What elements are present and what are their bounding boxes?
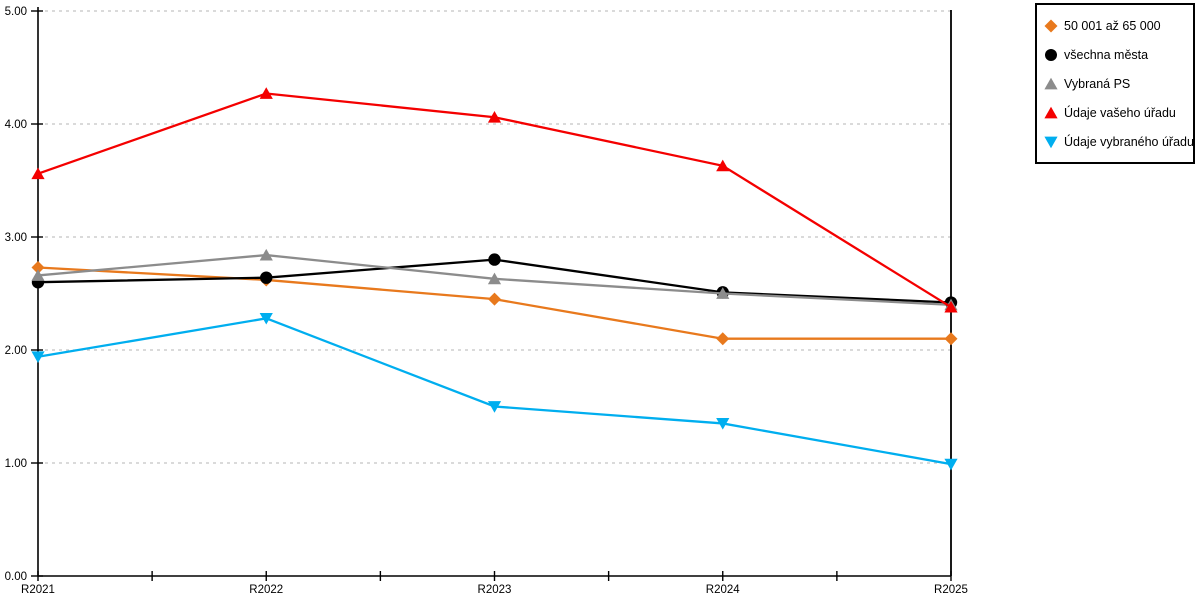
diamond-marker-icon: [1044, 19, 1058, 32]
y-tick-label: 5.00: [5, 6, 27, 18]
chart-legend: 50 001 až 65 000 všechna města Vybraná P…: [1035, 3, 1195, 164]
series-line: [37, 317, 952, 466]
triangle-down-marker-icon: [1044, 136, 1058, 148]
y-tick-label: 1.00: [5, 458, 27, 470]
y-tick-label: 0.00: [5, 571, 27, 583]
data-point-marker: [487, 401, 502, 413]
x-tick-label: R2024: [706, 584, 740, 596]
data-point-marker: [716, 287, 730, 299]
triangle-up-glyph: [1044, 77, 1058, 89]
x-tick-label: R2025: [934, 584, 968, 596]
circle-marker-icon: [1045, 48, 1057, 61]
data-point-marker: [31, 351, 45, 363]
legend-label: Vybraná PS: [1064, 76, 1131, 91]
diamond-glyph: [1044, 19, 1058, 32]
data-point-marker: [31, 167, 45, 180]
data-point-marker: [944, 332, 958, 346]
y-tick-label: 3.00: [5, 232, 27, 244]
legend-item: Vybraná PS: [1044, 69, 1187, 98]
data-point-marker: [259, 248, 273, 261]
data-point-marker: [259, 312, 273, 325]
y-tick-label: 2.00: [5, 345, 27, 357]
legend-label: všechna města: [1064, 47, 1149, 62]
x-tick-label: R2021: [21, 584, 55, 596]
data-point-marker: [260, 271, 273, 284]
data-point-marker: [487, 272, 502, 285]
data-point-marker: [944, 300, 958, 313]
line-chart: 0.00 1.00 2.00 3.00 4.00 5.00 R2021 R2022 R2023 R…: [5, 6, 968, 596]
legend-label: Údaje vašeho úřadu: [1064, 105, 1176, 120]
x-tick-label: R2022: [249, 584, 283, 596]
data-point-marker: [716, 159, 730, 172]
data-point-marker: [488, 253, 501, 266]
triangle-up-marker-icon: [1044, 106, 1058, 118]
data-point-marker: [944, 458, 958, 471]
x-tick-label: R2023: [478, 584, 512, 596]
data-point-marker: [488, 292, 501, 306]
data-point-marker: [487, 111, 502, 123]
legend-label: Údaje vybraného úřadu: [1064, 134, 1194, 149]
data-point-marker: [259, 87, 273, 99]
data-point-marker: [31, 261, 45, 275]
circle-glyph: [1045, 48, 1057, 61]
data-point-marker: [716, 418, 730, 430]
y-tick-label: 4.00: [5, 119, 27, 131]
data-point-marker: [716, 332, 730, 346]
triangle-up-marker-icon: [1044, 77, 1058, 89]
legend-label: 50 001 až 65 000: [1064, 18, 1161, 33]
triangle-up-glyph: [1044, 106, 1058, 118]
legend-item: 50 001 až 65 000: [1044, 11, 1187, 40]
legend-item: Údaje vybraného úřadu: [1044, 127, 1194, 156]
legend-item: všechna města: [1044, 40, 1187, 69]
data-point-marker: [31, 269, 45, 281]
legend-item: Údaje vašeho úřadu: [1044, 98, 1187, 127]
triangle-down-glyph: [1044, 136, 1058, 148]
